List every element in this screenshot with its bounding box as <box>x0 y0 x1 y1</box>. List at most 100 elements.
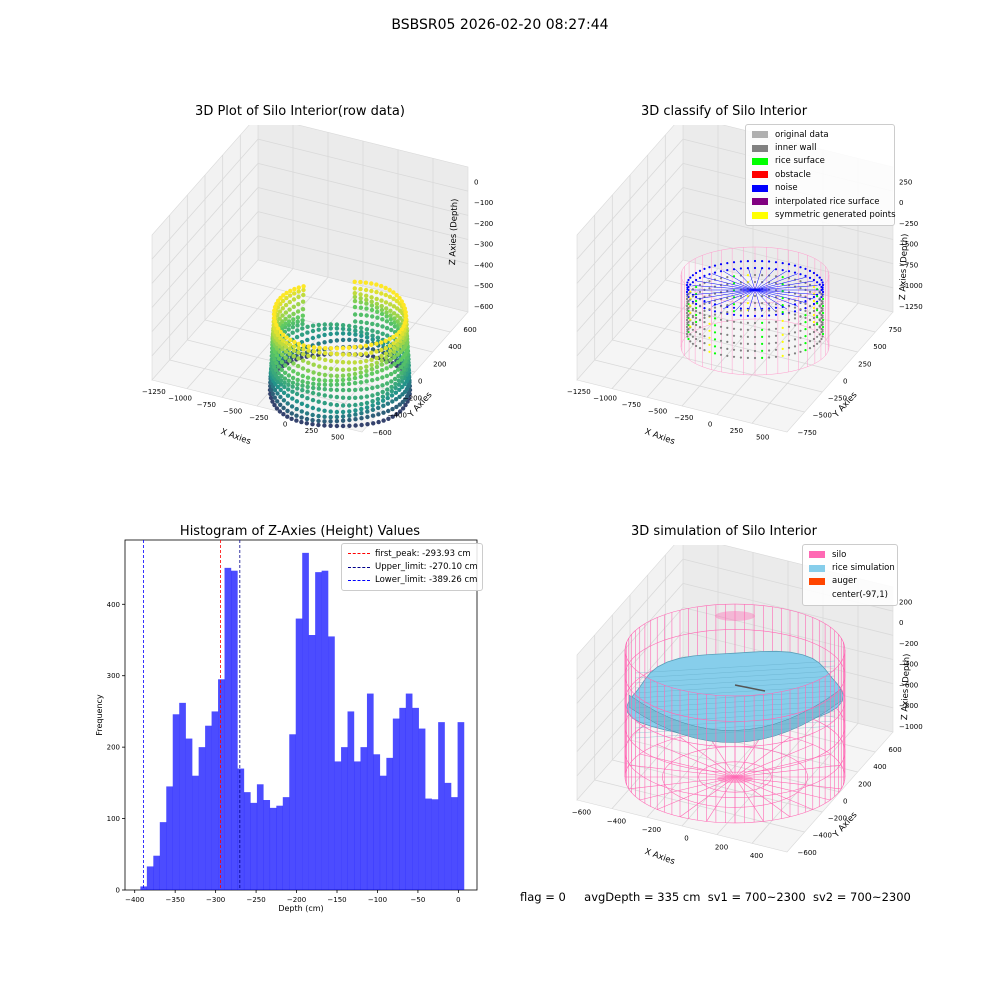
raw-data-point <box>283 310 289 315</box>
histogram-ylabel: Frequency <box>95 694 104 736</box>
classified-point <box>804 274 807 277</box>
raw-data-point <box>340 337 346 343</box>
noise-ray <box>754 270 788 291</box>
classified-point <box>719 346 723 349</box>
raw-data-point <box>398 365 404 370</box>
raw-data-point <box>279 373 284 379</box>
raw-data-point <box>287 299 292 305</box>
classified-point <box>739 321 742 324</box>
classified-point <box>726 269 729 272</box>
raw-data-point <box>389 379 394 384</box>
classified-point <box>793 324 797 327</box>
classified-point <box>781 326 784 329</box>
x-tick-label: 0 <box>684 835 688 843</box>
classified-point <box>687 337 690 341</box>
raw-data-point <box>387 343 393 349</box>
classified-point <box>686 316 689 319</box>
raw-data-point <box>285 408 290 414</box>
raw-data-point <box>294 406 299 412</box>
classified-point <box>808 283 812 286</box>
histogram-title: Histogram of Z-Axies (Height) Values <box>179 524 421 539</box>
raw-data-point <box>273 329 279 335</box>
classified-point <box>708 329 711 332</box>
raw-data-point <box>334 373 340 379</box>
silo-top-hub <box>715 611 755 621</box>
raw-data-point <box>379 362 385 367</box>
raw-data-point <box>371 421 376 426</box>
classified-point <box>818 311 821 314</box>
raw-data-point <box>389 393 395 398</box>
raw-data-point <box>352 279 357 284</box>
histogram-chart: −400 −350 −300 −250 −200 −150 −100 −50 0 0 100 200… <box>95 539 478 913</box>
classified-point <box>703 314 706 317</box>
raw-data-point <box>369 342 374 347</box>
raw-data-point <box>278 382 284 387</box>
raw-data-point <box>353 332 358 337</box>
classified-point <box>719 312 723 315</box>
raw-data-point <box>340 409 346 415</box>
raw-data-point <box>306 353 311 358</box>
raw-data-point <box>358 387 364 392</box>
x-tick-label: −750 <box>197 401 216 409</box>
noise-ray <box>696 280 756 291</box>
raw-data-point <box>290 375 296 381</box>
classified-point <box>695 302 698 306</box>
classified-point <box>804 349 807 352</box>
raw-data-point <box>317 350 322 355</box>
raw-data-point <box>287 293 293 298</box>
classified-point <box>713 271 717 274</box>
raw-data-point <box>384 381 390 386</box>
classified-point <box>732 261 736 264</box>
raw-data-point <box>294 334 300 340</box>
raw-data-point <box>290 384 295 389</box>
raw-data-point <box>375 391 380 397</box>
raw-data-point <box>370 328 375 333</box>
raw-data-point <box>290 330 295 335</box>
raw-data-point <box>287 346 292 351</box>
raw-data-point <box>394 298 400 304</box>
raw-data-point <box>374 301 380 307</box>
histogram-bar <box>386 757 394 890</box>
raw-data-point <box>347 417 352 423</box>
raw-data-point <box>379 303 384 309</box>
raw-data-point <box>328 414 333 420</box>
classified-point <box>774 355 778 358</box>
raw-data-point <box>395 313 400 318</box>
raw-data-point <box>347 331 352 336</box>
raw-data-point <box>389 327 394 333</box>
y-tick-label: −500 <box>813 412 832 420</box>
classified-point <box>685 311 689 315</box>
classified-point <box>804 302 807 305</box>
x-tick-label: −1250 <box>567 388 591 396</box>
raw-data-point <box>301 343 306 348</box>
classified-point <box>698 311 702 314</box>
raw-data-point <box>300 379 305 384</box>
raw-data-point <box>385 333 390 338</box>
x-tick-label: −1000 <box>593 394 617 402</box>
raw-data-point <box>400 399 405 405</box>
classified-point <box>804 309 807 312</box>
classified-point <box>726 340 729 343</box>
classified-point <box>781 290 784 293</box>
classified-point <box>726 354 729 357</box>
raw-data-point <box>370 333 375 338</box>
raw-data-point <box>394 332 399 337</box>
classified-point <box>695 299 698 303</box>
raw-data-point <box>364 327 370 332</box>
panel4-legend-label: center(-97,1) <box>832 589 888 600</box>
panel2-title: 3D classify of Silo Interior <box>640 104 808 119</box>
raw-data-point <box>352 286 357 291</box>
y-tick-label: 200 <box>858 780 871 788</box>
raw-data-point <box>316 392 321 397</box>
raw-data-point <box>316 322 321 328</box>
raw-data-point <box>346 367 352 372</box>
classified-point <box>708 336 711 339</box>
panel4-legend-swatch <box>809 551 825 559</box>
classified-point <box>689 340 692 343</box>
classified-point <box>821 283 825 287</box>
x-tick-label: −200 <box>642 826 661 834</box>
raw-data-point <box>359 411 364 416</box>
histogram-bar <box>321 570 329 890</box>
raw-data-point <box>311 381 316 386</box>
raw-data-point <box>322 326 327 331</box>
